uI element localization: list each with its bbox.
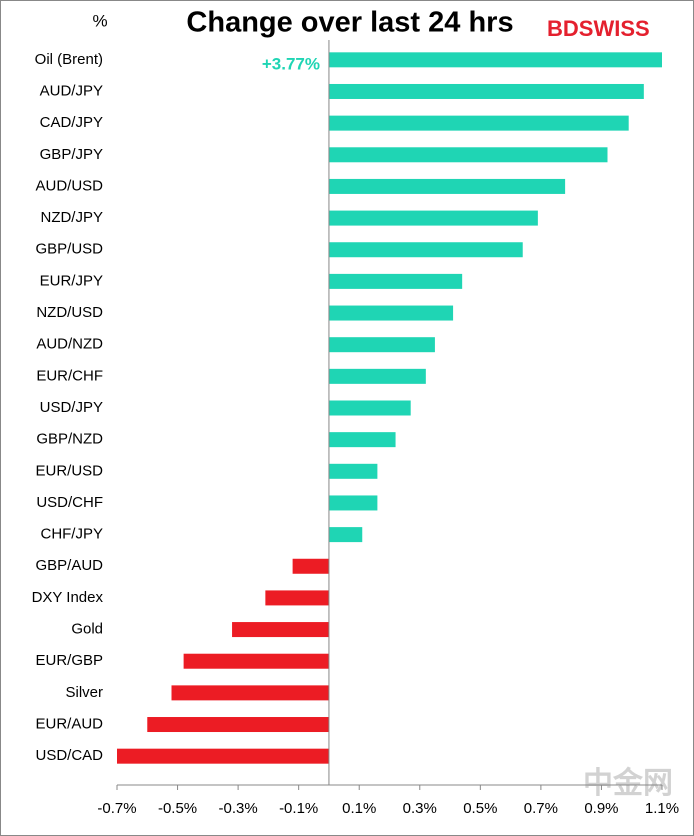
bar — [232, 622, 329, 638]
x-tick-label: 0.3% — [403, 800, 437, 817]
bar — [328, 178, 566, 194]
y-tick-label: Oil (Brent) — [35, 51, 103, 68]
y-tick-label: DXY Index — [32, 589, 104, 606]
brand-logo: BDSWISS — [547, 16, 650, 41]
x-tick-label: 0.1% — [342, 800, 376, 817]
y-tick-label: EUR/GBP — [35, 652, 103, 669]
bar — [328, 210, 538, 226]
y-tick-label: AUD/NZD — [36, 336, 103, 353]
bar — [292, 558, 329, 574]
bar — [328, 273, 463, 289]
bar — [147, 717, 329, 733]
y-tick-label: CHF/JPY — [40, 526, 103, 543]
bar — [265, 590, 329, 606]
y-tick-label: NZD/USD — [36, 304, 103, 321]
y-tick-label: Gold — [71, 621, 103, 638]
watermark: 中金网 — [583, 766, 673, 800]
y-tick-label: EUR/USD — [35, 462, 103, 479]
y-tick-label: NZD/JPY — [40, 209, 103, 226]
bar — [328, 495, 378, 511]
value-label: +3.77% — [262, 54, 320, 73]
x-tick-label: 0.9% — [584, 800, 618, 817]
bar — [328, 337, 435, 353]
y-tick-label: EUR/CHF — [36, 367, 103, 384]
bar — [328, 52, 662, 68]
x-tick-label: 0.7% — [524, 800, 558, 817]
y-tick-label: CAD/JPY — [40, 114, 103, 131]
y-tick-label: Silver — [65, 684, 103, 701]
y-tick-label: AUD/USD — [35, 177, 103, 194]
bar — [328, 83, 644, 99]
bar — [171, 685, 329, 701]
bar — [328, 463, 378, 479]
y-tick-label: EUR/AUD — [35, 715, 103, 732]
y-tick-label: AUD/JPY — [40, 82, 103, 99]
bar — [328, 432, 396, 448]
bar — [328, 368, 426, 384]
y-tick-label: GBP/NZD — [36, 431, 103, 448]
bar — [328, 242, 523, 258]
y-tick-label: USD/CAD — [35, 747, 103, 764]
unit-label: % — [92, 11, 107, 30]
bar — [328, 147, 608, 163]
y-tick-label: GBP/AUD — [35, 557, 103, 574]
y-tick-label: USD/CHF — [36, 494, 103, 511]
bar — [117, 748, 329, 764]
x-tick-label: -0.5% — [158, 800, 197, 817]
y-tick-label: USD/JPY — [40, 399, 103, 416]
x-tick-label: 0.5% — [463, 800, 497, 817]
chart-title: Change over last 24 hrs — [186, 7, 513, 39]
bar — [183, 653, 329, 669]
x-tick-label: -0.1% — [279, 800, 318, 817]
x-tick-label: -0.3% — [219, 800, 258, 817]
y-tick-label: GBP/JPY — [40, 146, 103, 163]
y-tick-label: GBP/USD — [35, 241, 103, 258]
bar — [328, 400, 411, 416]
y-tick-label: EUR/JPY — [40, 272, 103, 289]
x-tick-label: 1.1% — [645, 800, 679, 817]
bar — [328, 115, 629, 131]
bar — [328, 305, 454, 321]
x-tick-label: -0.7% — [97, 800, 136, 817]
bar — [328, 527, 363, 543]
plot-area — [117, 52, 662, 764]
